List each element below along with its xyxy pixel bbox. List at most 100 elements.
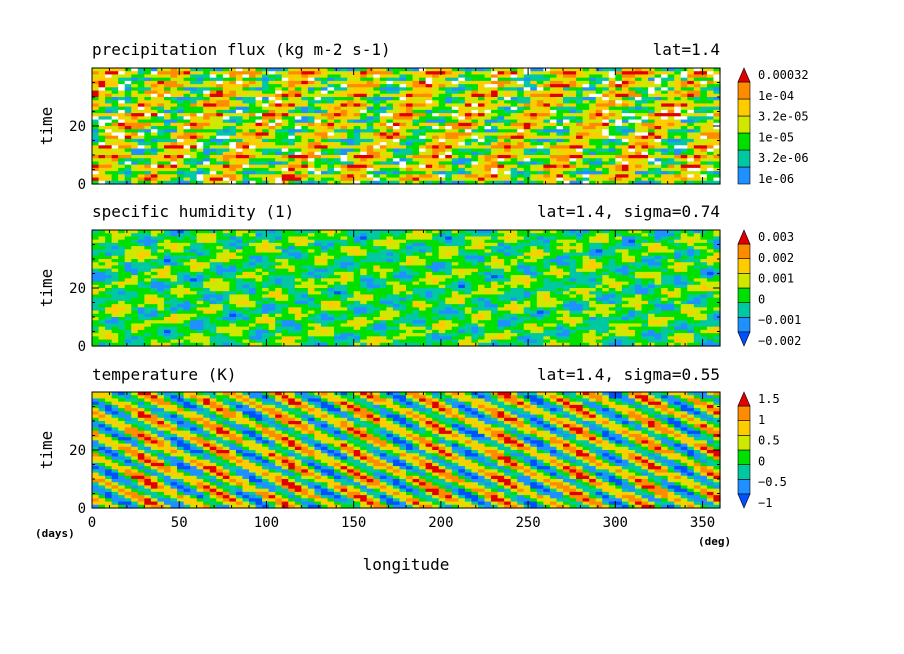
field-cell bbox=[124, 135, 132, 140]
field-cell bbox=[163, 246, 172, 250]
field-cell bbox=[661, 180, 669, 185]
field-cell bbox=[412, 255, 420, 260]
field-cell bbox=[98, 100, 106, 105]
field-cell bbox=[190, 71, 198, 76]
field-cell bbox=[301, 100, 309, 105]
field-cell bbox=[262, 129, 270, 134]
field-cell bbox=[432, 97, 440, 101]
field-cell bbox=[674, 109, 682, 114]
field-cell bbox=[360, 84, 368, 88]
field-cell bbox=[98, 116, 106, 121]
field-cell bbox=[216, 106, 224, 111]
field-cell bbox=[347, 97, 355, 101]
field-cell bbox=[320, 138, 329, 143]
field-cell bbox=[373, 268, 381, 273]
field-cell bbox=[477, 135, 486, 140]
field-cell bbox=[608, 148, 616, 153]
field-cell bbox=[464, 74, 473, 79]
field-cell bbox=[92, 68, 100, 72]
field-cell bbox=[150, 239, 159, 244]
field-cell bbox=[530, 252, 538, 257]
field-cell bbox=[621, 148, 630, 153]
field-cell bbox=[464, 255, 473, 260]
field-cell bbox=[320, 259, 329, 263]
field-cell bbox=[517, 68, 525, 72]
field-cell bbox=[497, 103, 505, 108]
field-cell bbox=[144, 122, 152, 127]
field-cell bbox=[294, 77, 302, 82]
field-cell bbox=[301, 255, 309, 260]
field-cell bbox=[163, 126, 172, 130]
field-cell bbox=[477, 236, 486, 241]
field-cell bbox=[451, 255, 459, 260]
field-cell bbox=[523, 262, 531, 267]
field-cell bbox=[118, 158, 126, 163]
field-cell bbox=[687, 265, 695, 270]
field-cell bbox=[294, 151, 302, 156]
field-cell bbox=[445, 242, 453, 247]
field-cell bbox=[563, 239, 571, 244]
field-cell bbox=[464, 132, 473, 137]
field-cell bbox=[131, 90, 139, 95]
field-cell bbox=[700, 129, 708, 134]
field-cell bbox=[249, 174, 257, 179]
field-cell bbox=[163, 106, 172, 111]
field-cell bbox=[203, 164, 211, 169]
field-cell bbox=[543, 80, 551, 85]
field-cell bbox=[504, 80, 512, 85]
field-cell bbox=[111, 259, 119, 263]
field-cell bbox=[687, 116, 695, 121]
field-cell bbox=[549, 164, 558, 169]
field-cell bbox=[615, 84, 623, 88]
field-cell bbox=[536, 77, 544, 82]
field-cell bbox=[392, 167, 401, 172]
field-cell bbox=[700, 167, 708, 172]
field-cell bbox=[105, 106, 113, 111]
field-cell bbox=[602, 109, 610, 114]
field-cell bbox=[432, 230, 440, 234]
field-cell bbox=[105, 90, 113, 95]
field-cell bbox=[563, 106, 571, 111]
field-cell bbox=[222, 80, 230, 85]
field-cell bbox=[235, 268, 244, 273]
field-cell bbox=[464, 109, 473, 114]
field-cell bbox=[222, 180, 230, 185]
field-cell bbox=[131, 68, 139, 72]
field-cell bbox=[667, 151, 675, 156]
field-cell bbox=[432, 135, 440, 140]
field-cell bbox=[203, 171, 211, 175]
field-cell bbox=[196, 106, 204, 111]
field-cell bbox=[307, 71, 316, 76]
field-cell bbox=[477, 271, 486, 276]
field-cell bbox=[445, 180, 453, 185]
field-cell bbox=[700, 113, 708, 117]
field-cell bbox=[680, 252, 688, 257]
field-cell bbox=[392, 177, 401, 182]
field-cell bbox=[706, 106, 715, 111]
field-cell bbox=[419, 233, 427, 238]
field-cell bbox=[412, 109, 420, 114]
field-cell bbox=[536, 155, 544, 159]
field-cell bbox=[458, 97, 466, 101]
field-cell bbox=[589, 171, 597, 175]
field-cell bbox=[648, 129, 656, 134]
field-cell bbox=[150, 116, 159, 121]
field-cell bbox=[137, 180, 145, 185]
field-cell bbox=[674, 230, 682, 234]
field-cell bbox=[196, 167, 204, 172]
field-cell bbox=[484, 87, 492, 92]
field-cell bbox=[170, 71, 178, 76]
field-cell bbox=[320, 119, 329, 124]
field-cell bbox=[608, 268, 616, 273]
field-cell bbox=[706, 174, 715, 179]
field-cell bbox=[615, 158, 623, 163]
field-cell bbox=[366, 180, 374, 185]
field-cell bbox=[320, 142, 329, 146]
field-cell bbox=[477, 268, 486, 273]
field-cell bbox=[275, 126, 283, 130]
field-cell bbox=[693, 259, 701, 263]
field-cell bbox=[706, 167, 715, 172]
field-cell bbox=[693, 87, 701, 92]
field-cell bbox=[543, 106, 551, 111]
field-cell bbox=[471, 138, 479, 143]
